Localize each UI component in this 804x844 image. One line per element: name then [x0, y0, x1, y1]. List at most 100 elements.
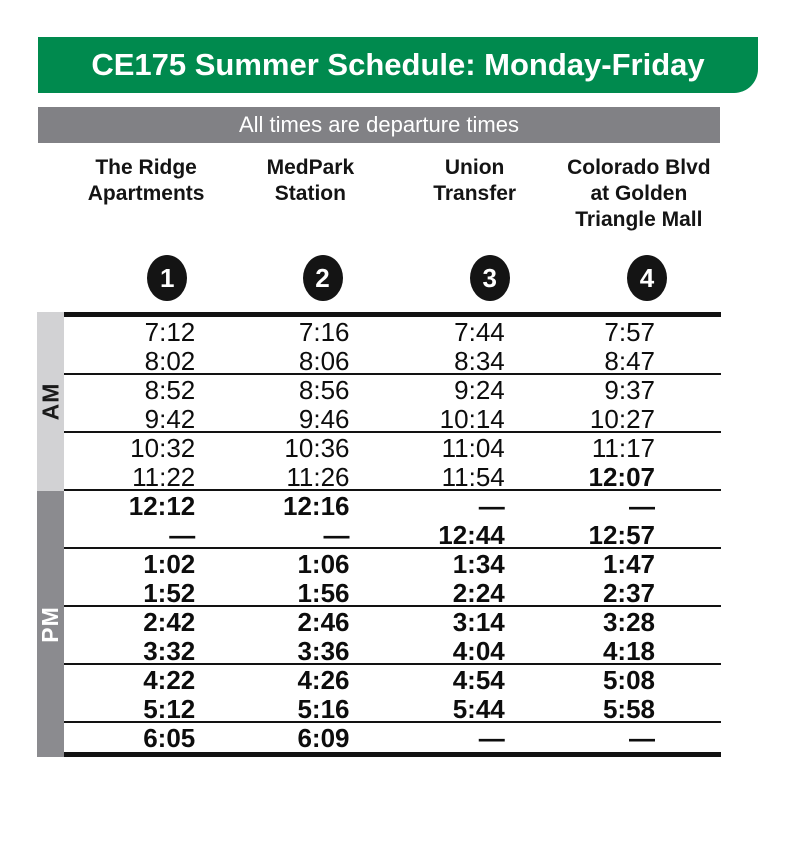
stop-header-colorado-blvd: Colorado Blvd at Golden Triangle Mall	[557, 155, 721, 233]
time-cell: 3:32	[143, 636, 196, 666]
time-cell: 7:12	[144, 317, 196, 347]
stop-number-cell: 1	[64, 255, 228, 301]
time-cell: —	[169, 520, 196, 550]
stop-number-4-badge: 4	[627, 255, 667, 301]
schedule-row: — — 12:44 12:57	[64, 520, 721, 550]
time-cell: 11:04	[441, 433, 505, 463]
time-cell: 3:36	[297, 636, 350, 666]
time-cell: 12:44	[438, 520, 505, 550]
page-title: CE175 Summer Schedule: Monday-Friday	[91, 47, 705, 82]
stop-number-2-badge: 2	[302, 255, 343, 301]
time-cell: 10:36	[284, 433, 350, 463]
time-cell: 10:27	[589, 404, 655, 434]
time-cell: 12:07	[588, 462, 656, 492]
time-cell: 9:42	[144, 404, 196, 434]
time-cell: —	[629, 491, 655, 521]
stop-headers-row: The Ridge Apartments MedPark Station Uni…	[64, 155, 721, 233]
time-cell: 2:42	[143, 607, 196, 637]
time-cell: 9:37	[604, 375, 655, 405]
time-cell: 5:44	[452, 694, 505, 724]
stop-header-line: Apartments	[87, 182, 205, 205]
stop-number-row: 1 2 3 4	[64, 255, 721, 301]
time-cell: 5:58	[602, 694, 655, 724]
schedule-row: 2:42 2:46 3:14 3:28	[64, 607, 721, 637]
schedule-row: 4:22 4:26 4:54 5:08	[64, 665, 721, 695]
time-cell: 6:09	[297, 723, 350, 753]
time-cell: 8:52	[144, 375, 196, 405]
time-cell: 12:12	[128, 491, 196, 521]
time-cell: —	[478, 491, 505, 521]
time-cell: 5:08	[602, 665, 655, 695]
time-cell: 1:52	[143, 578, 196, 608]
time-cell: 4:22	[143, 665, 196, 695]
schedule-row: 1:02 1:06 1:34 1:47	[64, 549, 721, 579]
stop-header-line: Union	[444, 156, 505, 179]
time-cell: —	[629, 723, 655, 753]
time-cell: 9:46	[298, 404, 350, 434]
stop-header-union-transfer: Union Transfer	[393, 155, 557, 233]
stop-number-cell: 4	[557, 255, 721, 301]
stop-header-line: MedPark	[266, 156, 355, 179]
time-cell: 3:28	[602, 607, 655, 637]
time-cell: 1:02	[143, 549, 196, 579]
time-cell: 6:05	[143, 723, 196, 753]
time-cell: 11:22	[132, 462, 196, 492]
time-cell: 8:06	[298, 346, 350, 376]
departure-note: All times are departure times	[239, 112, 519, 137]
time-cell: 3:14	[452, 607, 505, 637]
am-label: AM	[37, 382, 63, 421]
schedule-row: 8:02 8:06 8:34 8:47	[64, 346, 721, 376]
time-cell: 10:14	[439, 404, 505, 434]
schedule-row: 7:12 7:16 7:44 7:57	[64, 317, 721, 347]
time-cell: 5:12	[143, 694, 196, 724]
departure-note-bar: All times are departure times	[38, 107, 720, 143]
am-section-bar: AM	[37, 312, 64, 491]
time-cell: 4:04	[452, 636, 505, 666]
time-cell: 8:02	[144, 346, 196, 376]
time-cell: 10:32	[130, 433, 196, 463]
schedule-row: 10:32 10:36 11:04 11:17	[64, 433, 721, 463]
time-cell: —	[478, 723, 505, 753]
stop-header-medpark: MedPark Station	[228, 155, 392, 233]
stop-header-line: at Golden	[590, 182, 688, 205]
time-cell: 2:37	[602, 578, 655, 608]
stop-header-line: Colorado Blvd	[567, 156, 711, 179]
time-cell: 11:17	[591, 433, 655, 463]
stop-number-1-badge: 1	[147, 255, 188, 301]
time-cell: 11:26	[286, 462, 350, 492]
time-cell: 12:57	[588, 520, 656, 550]
title-banner: CE175 Summer Schedule: Monday-Friday	[38, 37, 758, 93]
time-cell: 4:26	[297, 665, 350, 695]
time-cell: 2:46	[297, 607, 350, 637]
time-cell: 11:54	[441, 462, 505, 492]
time-cell: 9:24	[454, 375, 505, 405]
stop-header-line: The Ridge	[95, 156, 197, 179]
time-cell: 2:24	[452, 578, 505, 608]
stop-header-the-ridge: The Ridge Apartments	[64, 155, 228, 233]
stop-header-line: Triangle Mall	[575, 208, 703, 231]
time-cell: 7:16	[298, 317, 350, 347]
time-cell: 7:57	[604, 317, 655, 347]
pm-label: PM	[37, 605, 63, 643]
time-cell: 1:06	[297, 549, 350, 579]
time-cell: 1:34	[452, 549, 505, 579]
time-cell: 1:56	[297, 578, 350, 608]
time-cell: 8:34	[454, 346, 505, 376]
time-cell: 4:18	[602, 636, 655, 666]
time-cell: 4:54	[452, 665, 505, 695]
stop-number-cell: 3	[393, 255, 557, 301]
time-cell: 1:47	[602, 549, 655, 579]
schedule-row: 9:42 9:46 10:14 10:27	[64, 404, 721, 434]
schedule-row: 1:52 1:56 2:24 2:37	[64, 578, 721, 608]
time-cell: 8:47	[604, 346, 655, 376]
schedule-row: 12:12 12:16 — —	[64, 491, 721, 521]
schedule-row: 6:05 6:09 — —	[64, 723, 721, 753]
schedule-row: 11:22 11:26 11:54 12:07	[64, 462, 721, 492]
pm-section-bar: PM	[37, 491, 64, 757]
time-cell: 7:44	[454, 317, 505, 347]
time-cell: 8:56	[298, 375, 350, 405]
time-cell: 5:16	[297, 694, 350, 724]
stop-header-line: Transfer	[433, 182, 517, 205]
stop-header-line: Station	[274, 182, 346, 205]
